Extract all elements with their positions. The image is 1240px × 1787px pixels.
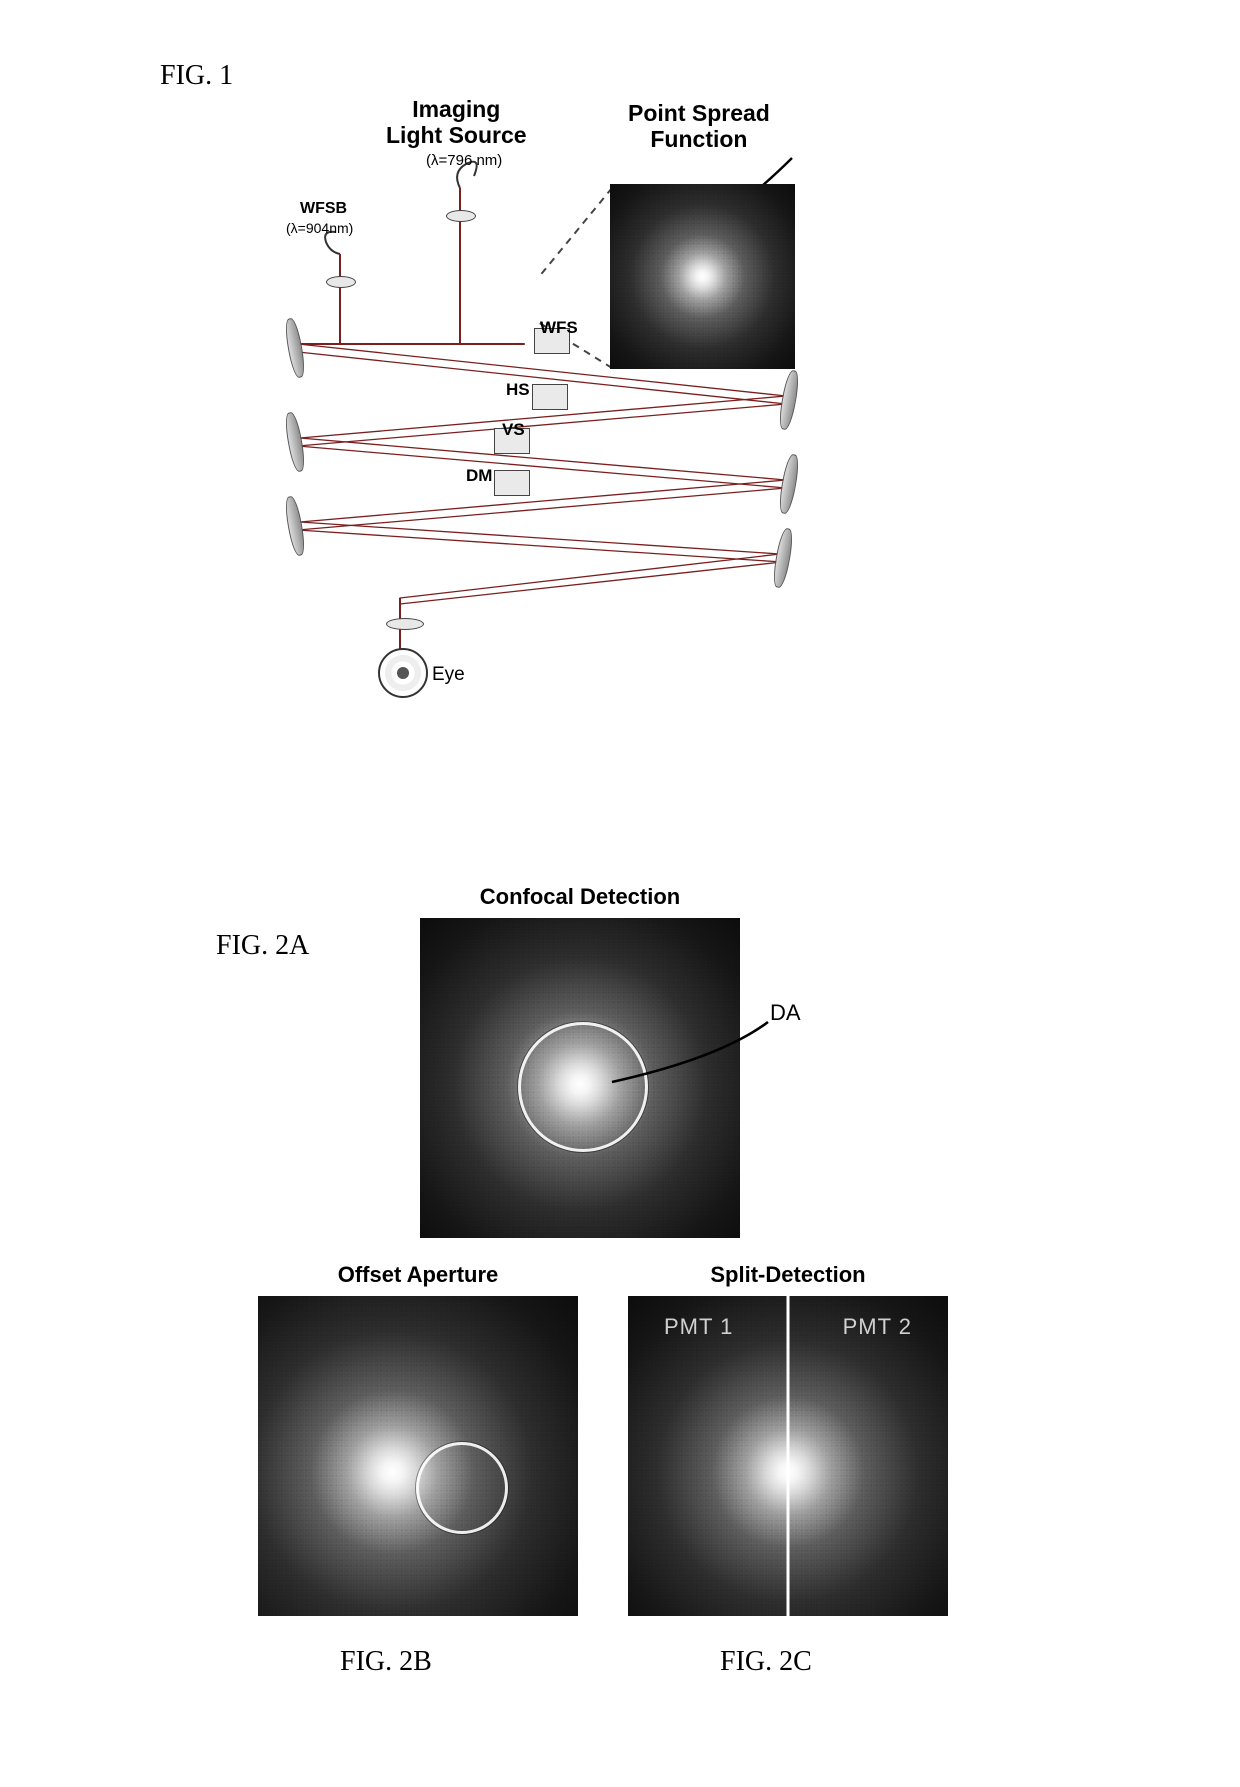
fig1-wfs-label: WFS <box>540 318 578 338</box>
fig1-wfsb-label: WFSB <box>300 200 347 218</box>
fig2c-pmt1: PMT 1 <box>664 1314 733 1340</box>
fig1-psf-title: Point Spread Function <box>628 100 770 153</box>
fig2a-da-label: DA <box>770 1000 801 1026</box>
fig1-imaging-title: Imaging Light Source <box>386 96 527 149</box>
fig2b-panel <box>258 1296 578 1616</box>
fig1-imaging-line1: Imaging <box>412 96 500 122</box>
fig2a-aperture <box>518 1022 648 1152</box>
fig1-lens-imaging <box>446 210 476 222</box>
fig1-hs-box <box>532 384 568 410</box>
fig2c-panel: PMT 1 PMT 2 <box>628 1296 948 1616</box>
fig1-wfsb-lambda: (λ=904nm) <box>286 220 353 236</box>
fig2b-title: Offset Aperture <box>258 1262 578 1288</box>
fig1-imaging-lambda: (λ=796 nm) <box>426 152 502 169</box>
fig2b-label: FIG. 2B <box>340 1646 432 1678</box>
fig1-psf-inset <box>610 184 795 369</box>
fig2c-label: FIG. 2C <box>720 1646 812 1678</box>
fig1-imaging-line2: Light Source <box>386 122 527 148</box>
fig1-dm-label: DM <box>466 466 492 486</box>
fig1-lens-eye <box>386 618 424 630</box>
fig2a-title: Confocal Detection <box>420 884 740 910</box>
fig2c-title: Split-Detection <box>628 1262 948 1288</box>
fig1-vs-label: VS <box>502 420 525 440</box>
fig2a-label: FIG. 2A <box>216 930 309 962</box>
fig1-lens-wfsb <box>326 276 356 288</box>
fig2b-aperture <box>416 1442 508 1534</box>
fig1-eye-label: Eye <box>432 664 465 686</box>
fig1-eye <box>378 648 428 698</box>
fig1-hs-label: HS <box>506 380 530 400</box>
fig2a-panel <box>420 918 740 1238</box>
fig1-dm-box <box>494 470 530 496</box>
fig2c-splitline <box>787 1296 790 1616</box>
fig2c-pmt2: PMT 2 <box>843 1314 912 1340</box>
